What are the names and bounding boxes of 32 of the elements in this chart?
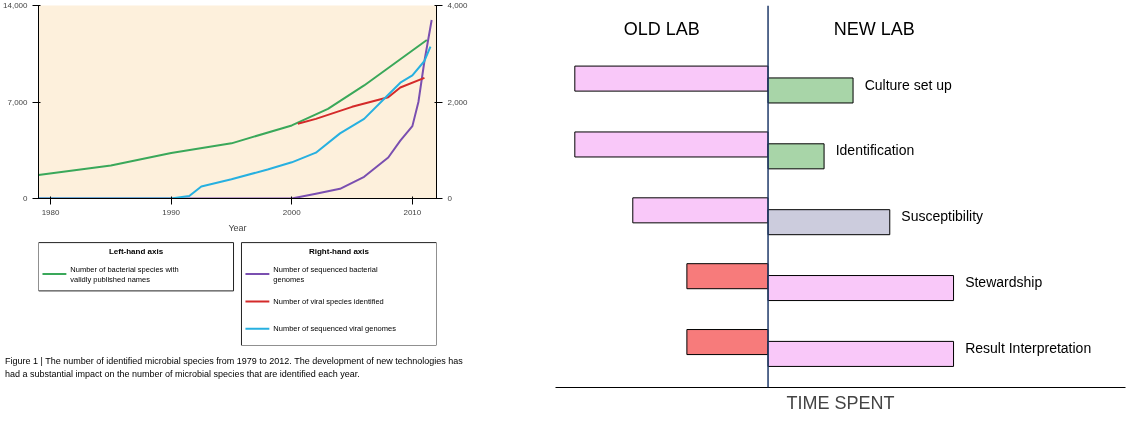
y-tick-label: 7,000 — [7, 97, 29, 107]
y2-tick-label: 4,000 — [447, 1, 469, 10]
x-tick-label: 1980 — [41, 207, 61, 217]
y-tick-label: 14,000 — [3, 1, 29, 10]
bar — [574, 131, 769, 158]
line-series — [38, 38, 428, 177]
y-tick-label: Susceptibility — [901, 208, 984, 225]
y2-tick-label: 2,000 — [447, 97, 469, 107]
x-axis-title: Year — [228, 222, 247, 233]
y-tick-label: Identification — [835, 142, 915, 159]
bar — [767, 209, 891, 236]
y2-tick-label: 0 — [447, 194, 453, 203]
bar — [767, 143, 825, 170]
caption: Figure 1 | The number of identified microbial species from 1979 to 2012. The development of new technologies has had a substantial impact on the number of microbial species that are identified each year. — [5, 355, 464, 381]
bar — [686, 263, 769, 290]
bar — [686, 329, 769, 356]
y-tick-label: Result Interpretation — [965, 339, 1092, 356]
bar — [767, 77, 854, 104]
x-tick-label: 1990 — [162, 207, 181, 217]
line-series — [296, 76, 426, 125]
y-tick-label: Culture set up — [864, 76, 953, 93]
text: NEW LAB — [833, 18, 915, 39]
bar — [574, 65, 769, 92]
y-tick-label: 0 — [23, 194, 29, 203]
text: Left-hand axis — [108, 246, 164, 256]
x-tick-label: 2000 — [282, 207, 302, 217]
bar — [632, 197, 769, 224]
y-tick-label: Stewardship — [965, 274, 1043, 291]
x-tick-label: 2010 — [403, 207, 422, 217]
x-axis-title: TIME SPENT — [786, 392, 895, 413]
series-label: OLD LAB — [623, 18, 700, 39]
text: Right-hand axis — [308, 246, 369, 256]
